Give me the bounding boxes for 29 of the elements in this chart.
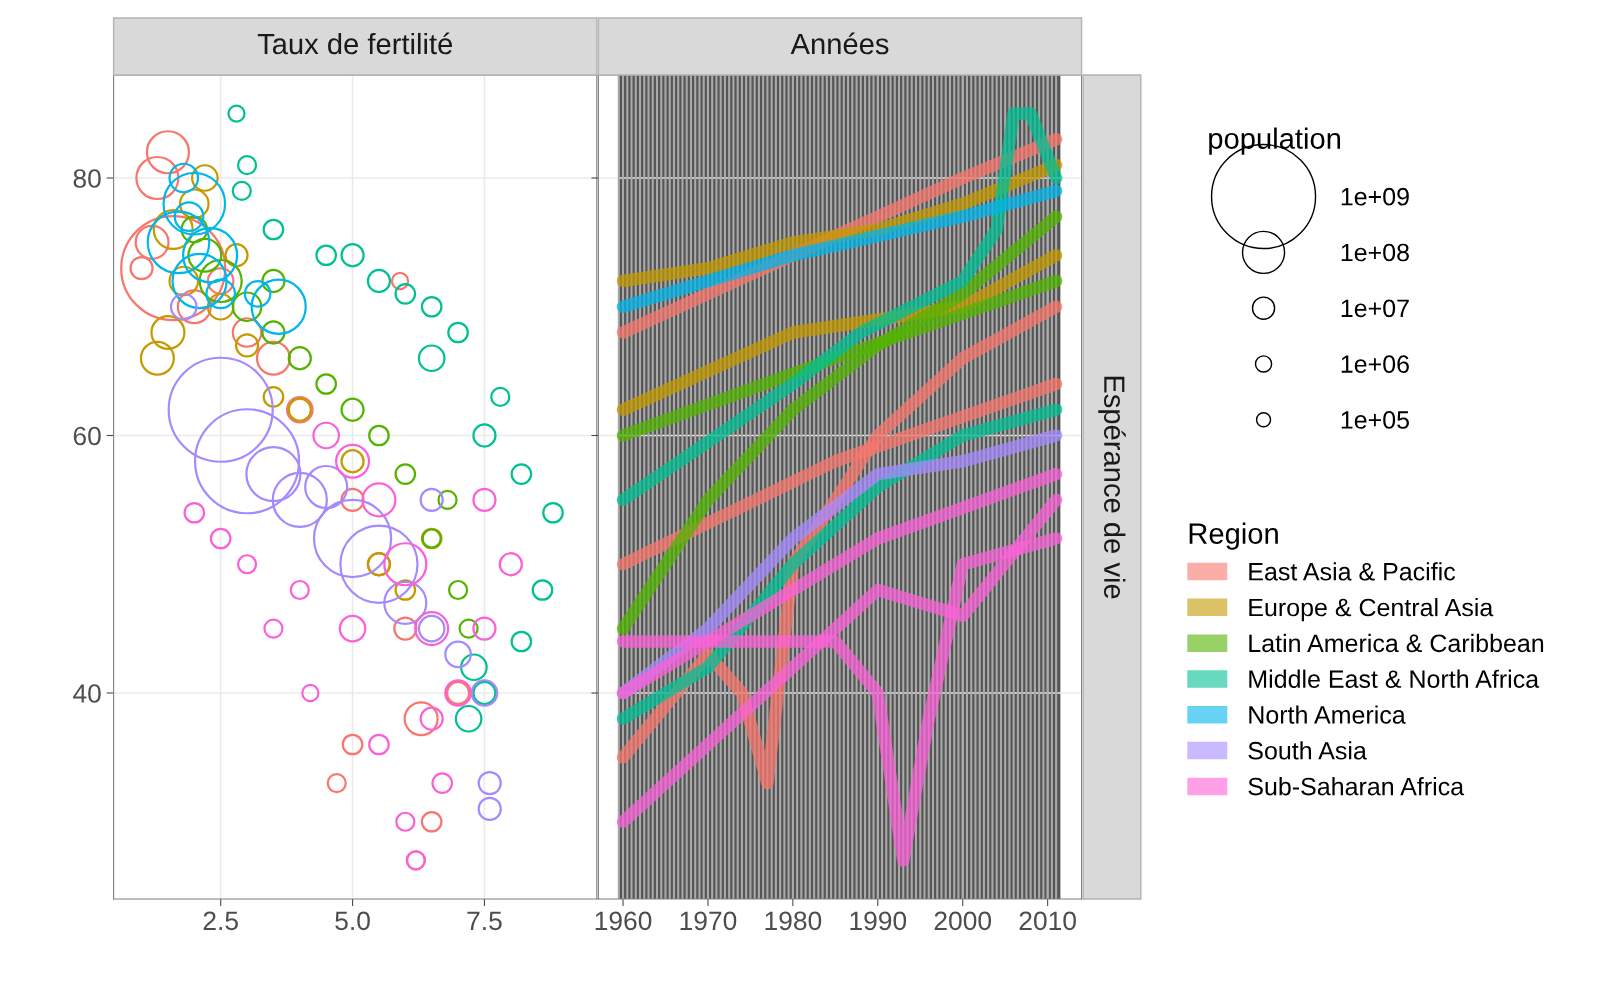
legend-label: Sub-Saharan Africa xyxy=(1248,777,1465,796)
x-tick-label: 2.5 xyxy=(203,911,238,931)
legend-label: East Asia & Pacific xyxy=(1249,562,1456,581)
y-axis-title: Espérance de vie xyxy=(1098,376,1126,599)
x-tick-label: 2010 xyxy=(1019,911,1076,931)
text: population xyxy=(1209,127,1341,155)
x-tick-label: 1960 xyxy=(595,911,652,931)
legend-label: 1e+05 xyxy=(1341,411,1409,429)
x-tick-label: 2000 xyxy=(934,911,992,931)
y-tick-label: 40 xyxy=(73,684,101,703)
legend-label: 1e+09 xyxy=(1341,187,1409,206)
y-tick-label: 80 xyxy=(73,169,101,188)
x-tick-label: 1980 xyxy=(765,911,822,931)
legend-label: Europe & Central Asia xyxy=(1249,597,1494,622)
legend-label: Middle East & North Africa xyxy=(1249,669,1540,688)
x-tick-label: 1970 xyxy=(680,911,737,931)
x-axis-title: Taux de fertilité xyxy=(257,32,452,55)
legend-label: 1e+06 xyxy=(1341,355,1409,373)
x-axis-title: Années xyxy=(790,32,889,55)
y-tick-label: 60 xyxy=(73,426,101,446)
x-tick-label: 7.5 xyxy=(467,911,502,931)
legend-label: South Asia xyxy=(1248,741,1367,760)
legend-label: 1e+07 xyxy=(1341,299,1409,318)
x-tick-label: 5.0 xyxy=(335,911,370,931)
x-tick-label: 1990 xyxy=(850,911,907,931)
legend-title: Region xyxy=(1189,522,1278,550)
legend-label: North America xyxy=(1249,705,1406,724)
legend-label: 1e+08 xyxy=(1341,243,1409,262)
legend-label: Latin America & Caribbean xyxy=(1249,633,1544,653)
